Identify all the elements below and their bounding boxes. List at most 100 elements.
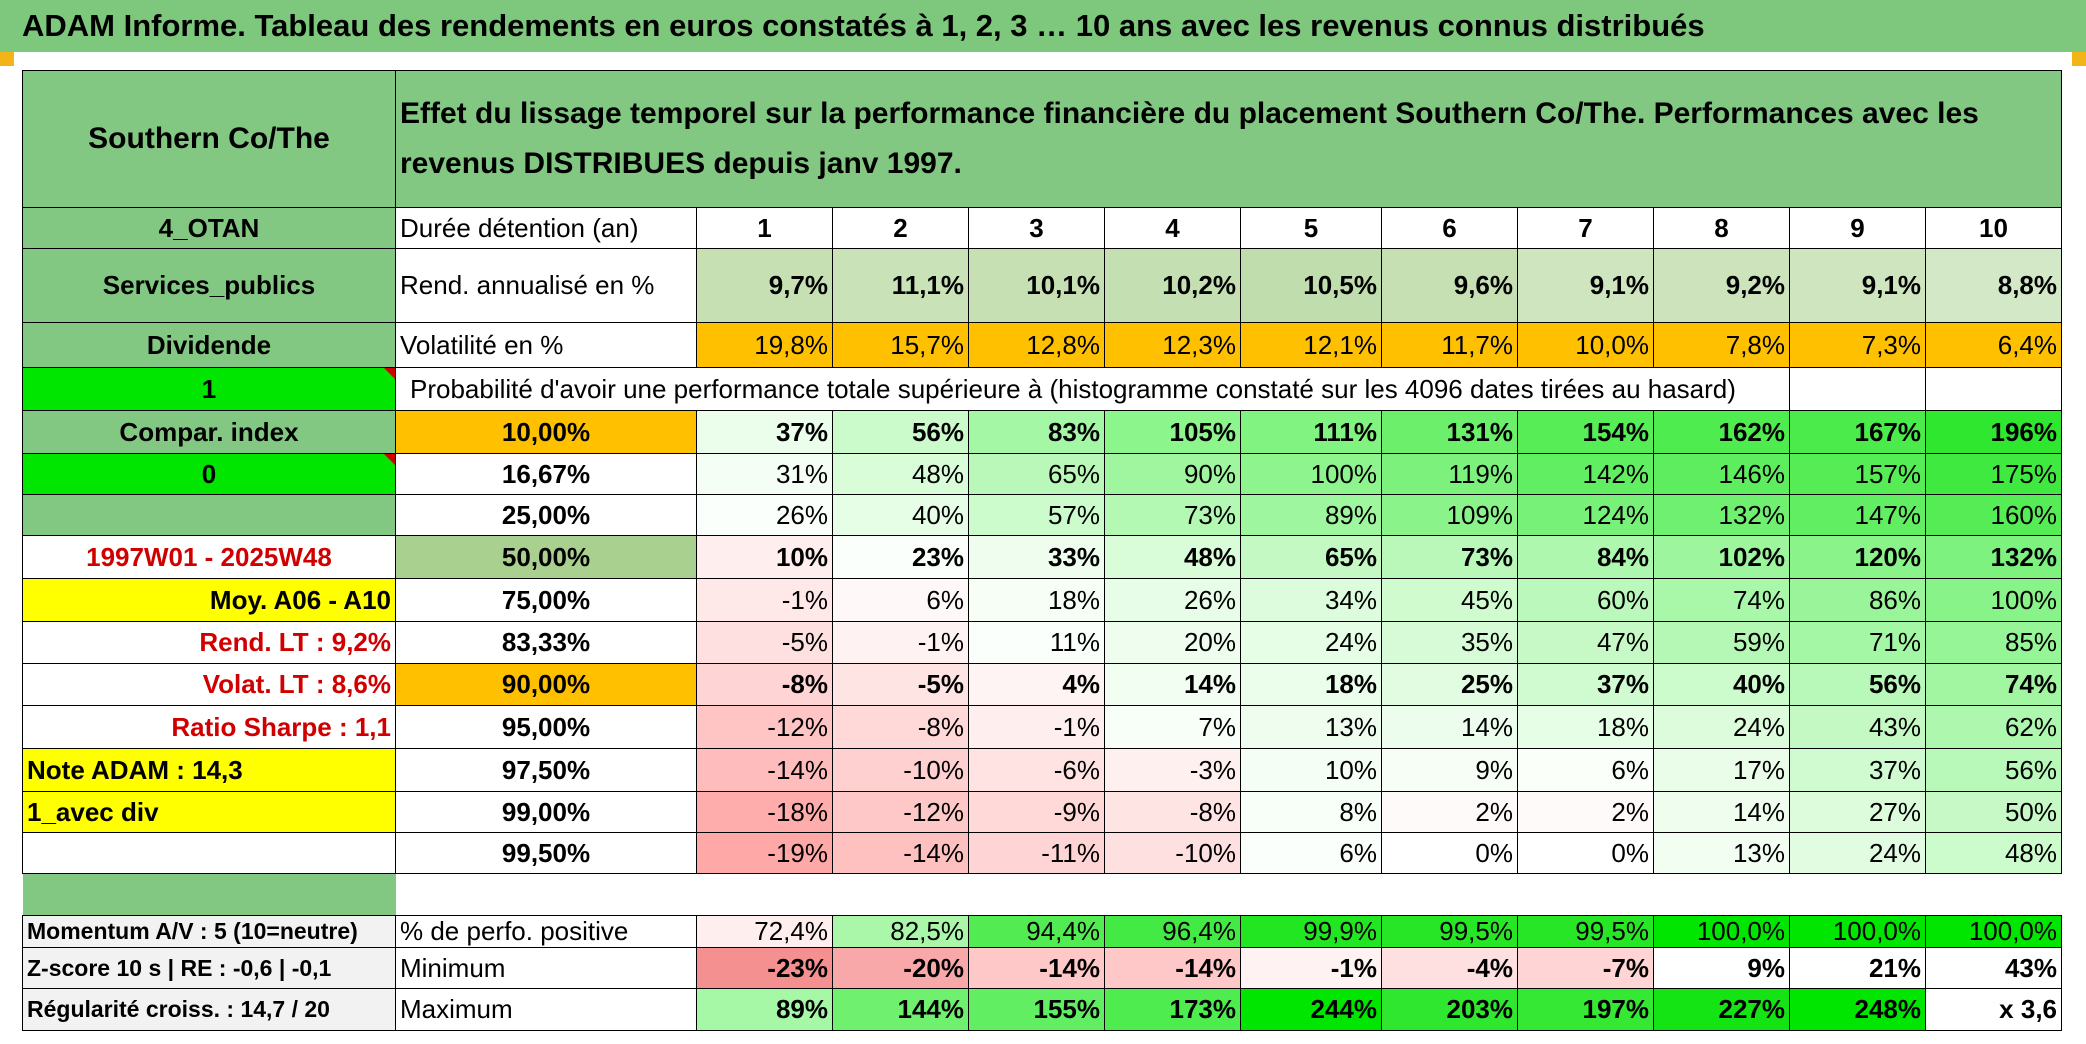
quantile-row: Moy. A06 - A10 75,00% -1% 6% 18% 26% 34% 45% 60%… xyxy=(22,578,2062,622)
quantile-value: 37% xyxy=(696,410,833,454)
quantile-threshold: 83,33% xyxy=(395,621,697,664)
quantile-value: 157% xyxy=(1789,453,1926,495)
quantile-value: 146% xyxy=(1653,453,1790,495)
quantile-value: 47% xyxy=(1517,621,1654,664)
min-value: 9% xyxy=(1653,947,1790,989)
rend-value: 9,1% xyxy=(1789,248,1926,323)
year-header: 2 xyxy=(832,207,969,249)
min-value: -1% xyxy=(1240,947,1382,989)
quantile-value: 62% xyxy=(1925,705,2062,749)
year-header: 1 xyxy=(696,207,833,249)
quantile-value: 37% xyxy=(1517,663,1654,706)
quantile-row: 0 16,67% 31% 48% 65% 90% 100% 119% 142% 146% 157% 1… xyxy=(22,453,2062,495)
sidebar-blank xyxy=(22,832,396,874)
quantile-value: 105% xyxy=(1104,410,1241,454)
fund-name: Southern Co/The xyxy=(22,70,396,208)
quantile-value: -14% xyxy=(832,832,969,874)
years-row: 4_OTAN Durée détention (an) 1 2 3 4 5 6 7 8 9 10 xyxy=(22,207,2062,249)
quantile-row: Ratio Sharpe : 1,1 95,00% -12% -8% -1% 7% 13% 1… xyxy=(22,705,2062,749)
regularite-label: Régularité croiss. : 14,7 / 20 xyxy=(22,988,396,1031)
quantile-value: -19% xyxy=(696,832,833,874)
pos-value: 72,4% xyxy=(696,915,833,948)
vol-value: 6,4% xyxy=(1925,322,2062,368)
quantile-value: 9% xyxy=(1381,748,1518,792)
rend-value: 9,2% xyxy=(1653,248,1790,323)
category-label: 4_OTAN xyxy=(22,207,396,249)
performance-table: Southern Co/The Effet du lissage temporel… xyxy=(22,70,2062,1031)
quantile-value: -8% xyxy=(1104,791,1241,833)
vol-value: 19,8% xyxy=(696,322,833,368)
prob-label: Probabilité d'avoir une performance tota… xyxy=(395,367,1790,411)
quantile-value: 162% xyxy=(1653,410,1790,454)
distribution-label: Dividende xyxy=(22,322,396,368)
rend-lt-label: Rend. LT : 9,2% xyxy=(22,621,396,664)
max-value: 227% xyxy=(1653,988,1790,1031)
duration-label: Durée détention (an) xyxy=(395,207,697,249)
quantile-value: 85% xyxy=(1925,621,2062,664)
quantile-value: 57% xyxy=(968,494,1105,536)
rend-value: 8,8% xyxy=(1925,248,2062,323)
max-value: x 3,6 xyxy=(1925,988,2062,1031)
max-value: 197% xyxy=(1517,988,1654,1031)
pos-value: 100,0% xyxy=(1653,915,1790,948)
min-value: -14% xyxy=(968,947,1105,989)
quantile-value: 86% xyxy=(1789,578,1926,622)
quantile-value: 37% xyxy=(1789,748,1926,792)
corner-marker xyxy=(2072,52,2086,66)
year-header: 4 xyxy=(1104,207,1241,249)
variant-label: 1_avec div xyxy=(22,791,396,833)
year-header: 9 xyxy=(1789,207,1926,249)
quantile-value: 26% xyxy=(1104,578,1241,622)
sector-label: Services_publics xyxy=(22,248,396,323)
max-label: Maximum xyxy=(395,988,697,1031)
min-row: Z-score 10 s | RE : -0,6 | -0,1 Minimum -2… xyxy=(22,947,2062,989)
quantile-value: -1% xyxy=(832,621,969,664)
quantile-threshold: 50,00% xyxy=(395,535,697,579)
quantile-value: 0% xyxy=(1517,832,1654,874)
quantile-value: 71% xyxy=(1789,621,1926,664)
quantile-value: 48% xyxy=(832,453,969,495)
volat-lt-label: Volat. LT : 8,6% xyxy=(22,663,396,706)
quantile-value: -1% xyxy=(696,578,833,622)
quantile-value: 111% xyxy=(1240,410,1382,454)
quantile-value: 6% xyxy=(1517,748,1654,792)
quantile-value: 13% xyxy=(1240,705,1382,749)
max-value: 144% xyxy=(832,988,969,1031)
quantile-row: Rend. LT : 9,2% 83,33% -5% -1% 11% 20% 24% 35% 4… xyxy=(22,621,2062,664)
quantile-value: 33% xyxy=(968,535,1105,579)
max-value: 89% xyxy=(696,988,833,1031)
quantile-value: 65% xyxy=(968,453,1105,495)
quantile-threshold: 90,00% xyxy=(395,663,697,706)
quantile-value: 100% xyxy=(1925,578,2062,622)
year-header: 8 xyxy=(1653,207,1790,249)
quantile-value: 18% xyxy=(1517,705,1654,749)
vol-value: 12,8% xyxy=(968,322,1105,368)
quantile-value: 2% xyxy=(1517,791,1654,833)
max-value: 203% xyxy=(1381,988,1518,1031)
quantile-value: 14% xyxy=(1104,663,1241,706)
momentum-label: Momentum A/V : 5 (10=neutre) xyxy=(22,915,396,948)
quantile-row: Note ADAM : 14,3 97,50% -14% -10% -6% -3% 10% 9… xyxy=(22,748,2062,792)
quantile-value: 154% xyxy=(1517,410,1654,454)
quantile-row: Compar. index 10,00% 37% 56% 83% 105% 111% 131%… xyxy=(22,410,2062,454)
quantile-value: 13% xyxy=(1653,832,1790,874)
vol-value: 11,7% xyxy=(1381,322,1518,368)
quantile-value: 35% xyxy=(1381,621,1518,664)
empty-cell xyxy=(1925,367,2062,411)
quantile-value: 56% xyxy=(1925,748,2062,792)
rend-value: 10,2% xyxy=(1104,248,1241,323)
year-header: 10 xyxy=(1925,207,2062,249)
quantile-value: 83% xyxy=(968,410,1105,454)
sharpe-label: Ratio Sharpe : 1,1 xyxy=(22,705,396,749)
quantile-value: -5% xyxy=(832,663,969,706)
quantile-value: 2% xyxy=(1381,791,1518,833)
quantile-value: 73% xyxy=(1381,535,1518,579)
rend-value: 9,7% xyxy=(696,248,833,323)
note-label: Note ADAM : 14,3 xyxy=(22,748,396,792)
quantile-value: 56% xyxy=(1789,663,1926,706)
quantile-row: 1_avec div 99,00% -18% -12% -9% -8% 8% 2% 2% 14% 2… xyxy=(22,791,2062,833)
quantile-threshold: 97,50% xyxy=(395,748,697,792)
quantile-value: 24% xyxy=(1789,832,1926,874)
year-header: 7 xyxy=(1517,207,1654,249)
vol-value: 12,1% xyxy=(1240,322,1382,368)
